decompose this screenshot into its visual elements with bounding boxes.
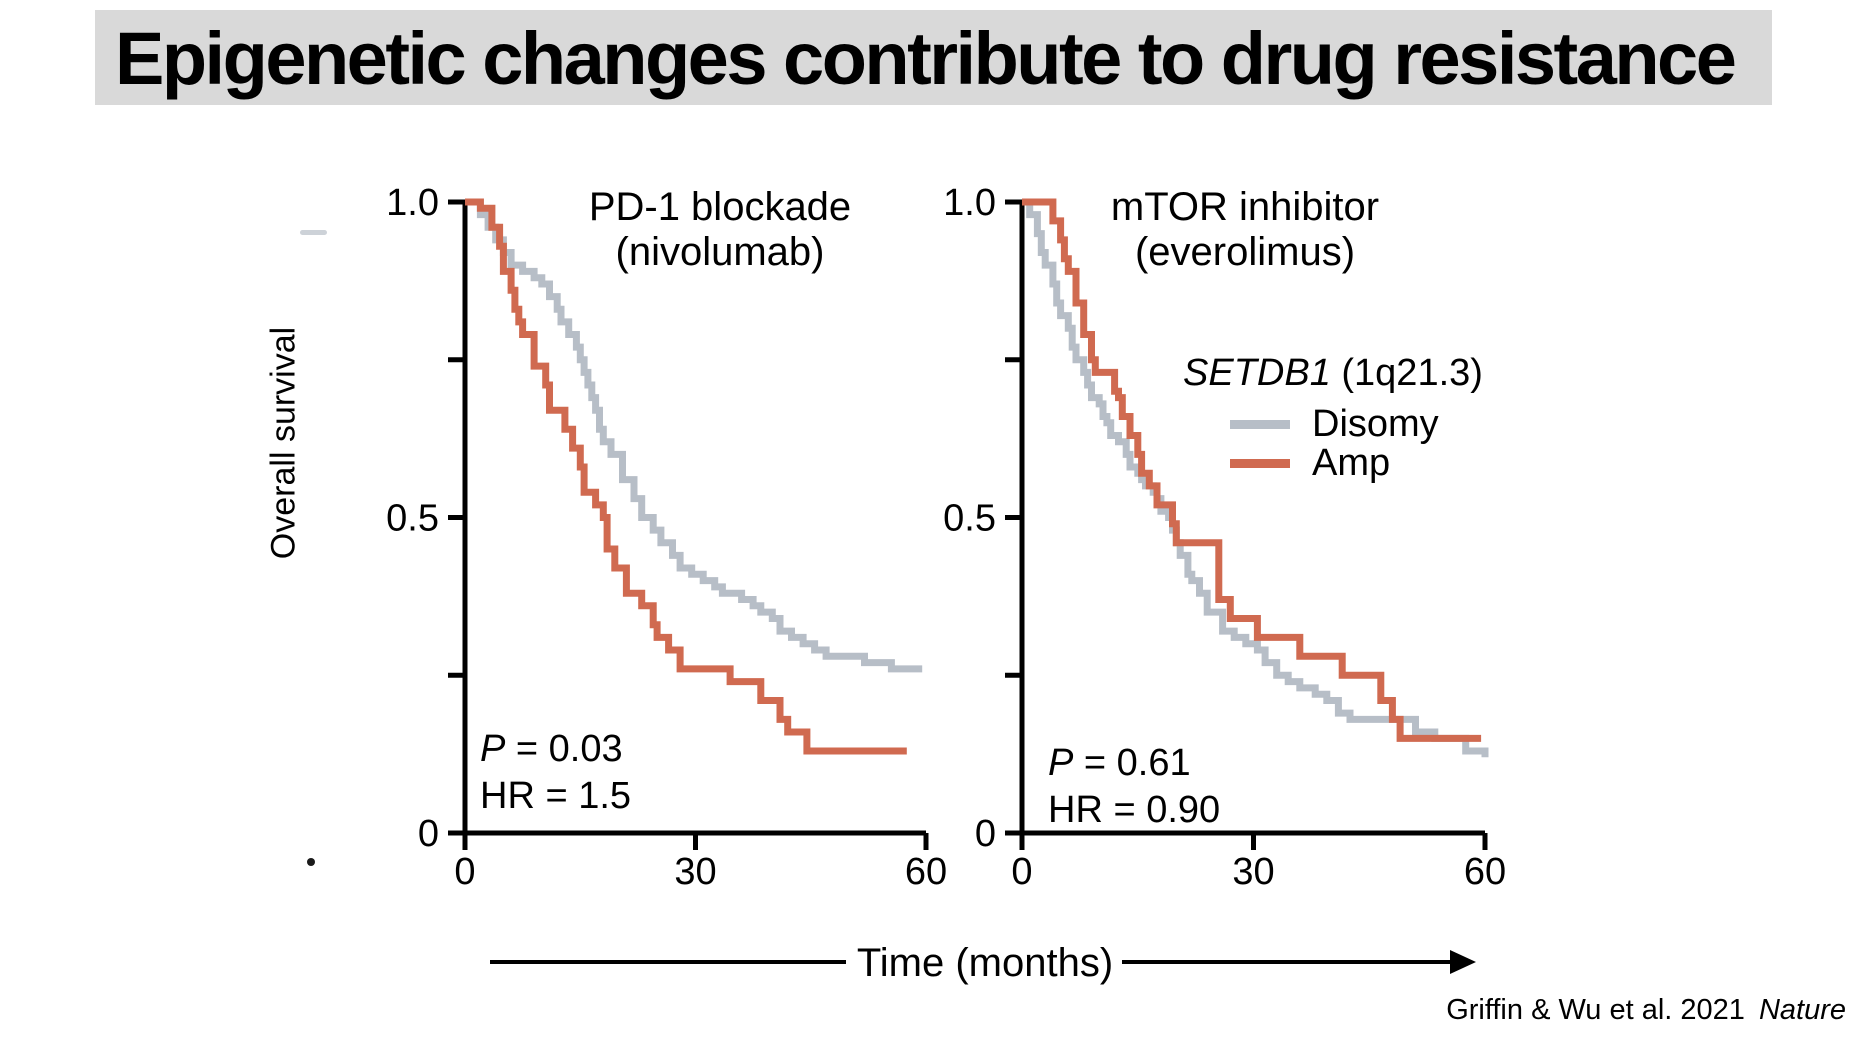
y-tick-label: 0 (975, 813, 996, 855)
disomy-line-swatch (1230, 420, 1290, 429)
x-tick-label: 0 (1011, 851, 1032, 893)
legend-gene: SETDB1 (1183, 352, 1331, 394)
legend-label-disomy: Disomy (1312, 403, 1439, 445)
chart-title-left-line2: (nivolumab) (615, 230, 825, 274)
citation: Griffin & Wu et al. 2021 Nature (1446, 994, 1846, 1027)
p-symbol: P (1048, 742, 1074, 784)
legend-title: SETDB1 (1q21.3) (1183, 352, 1483, 395)
legend-label-amp: Amp (1312, 442, 1391, 484)
y-tick-label: 0 (418, 813, 439, 855)
y-tick-label: 0.5 (386, 498, 439, 540)
chart-title-left-line1: PD-1 blockade (588, 185, 852, 229)
km-curve-amp-0 (465, 198, 907, 755)
citation-authors: Griffin & Wu et al. 2021 (1446, 994, 1745, 1026)
p-rest: = 0.61 (1073, 742, 1191, 784)
x-tick-label: 60 (905, 851, 947, 893)
hr-value-right: HR = 0.90 (1048, 789, 1221, 831)
x-tick-label: 30 (674, 851, 716, 893)
km-curve-amp-1 (1022, 198, 1482, 742)
stats-right: P = 0.61 HR = 0.90 (1048, 740, 1220, 834)
y-tick-label: 0.5 (943, 498, 996, 540)
x-tick-label: 0 (454, 851, 475, 893)
p-value-right: P = 0.61 (1048, 740, 1220, 787)
chart-title-right-line2: (everolimus) (1134, 230, 1356, 274)
artifact-dot (307, 858, 315, 866)
stats-left: P = 0.03 HR = 1.5 (480, 726, 631, 820)
citation-journal: Nature (1758, 994, 1846, 1026)
x-tick-label: 60 (1464, 851, 1506, 893)
slide-title-bar: Epigenetic changes contribute to drug re… (95, 10, 1772, 105)
y-tick-label: 1.0 (386, 182, 439, 224)
x-tick-label: 30 (1232, 851, 1274, 893)
y-axis-label: Overall survival (264, 326, 303, 560)
x-axis-label: Time (months) (856, 941, 1114, 985)
p-symbol: P (480, 728, 506, 770)
artifact-dash (300, 230, 327, 235)
km-curve-disomy-0 (465, 198, 923, 673)
slide-title: Epigenetic changes contribute to drug re… (115, 17, 1737, 100)
hr-value-left: HR = 1.5 (480, 775, 632, 817)
y-tick-label: 1.0 (943, 182, 996, 224)
p-rest: = 0.03 (505, 728, 623, 770)
amp-line-swatch (1230, 459, 1290, 468)
legend-entry-amp: Amp (1230, 442, 1391, 484)
chart-title-left: PD-1 blockade (nivolumab) (589, 185, 851, 275)
legend-locus: (1q21.3) (1330, 352, 1483, 394)
p-value-left: P = 0.03 (480, 726, 631, 773)
chart-title-right-line1: mTOR inhibitor (1110, 185, 1380, 229)
chart-title-right: mTOR inhibitor (everolimus) (1111, 185, 1379, 275)
time-axis-arrowhead (1450, 950, 1476, 974)
legend-entry-disomy: Disomy (1230, 403, 1439, 445)
